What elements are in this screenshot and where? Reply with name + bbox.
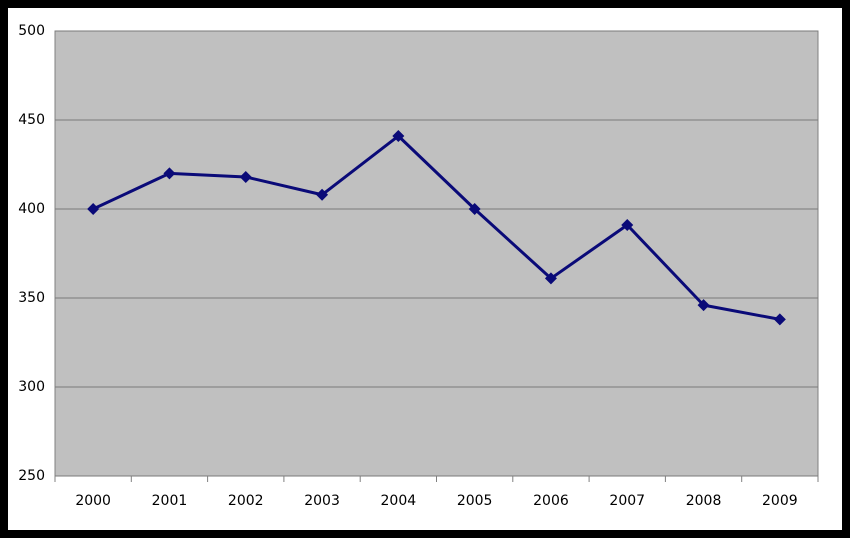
marker [392,130,405,143]
y-tick-label: 250 [18,468,45,484]
x-tick-label: 2005 [457,493,493,509]
line [92,134,781,321]
marker [163,167,176,180]
marker [697,299,710,312]
x-tick-label: 2006 [533,493,569,509]
marker [87,203,100,215]
x-tick-label: 2009 [762,493,798,509]
x-tick-label: 2003 [304,493,340,509]
x-tick-label: 2002 [228,493,264,509]
marker [239,170,252,183]
x-tick-label: 2001 [152,493,188,509]
y-tick-label: 500 [18,23,45,39]
x-tick-label: 2004 [381,493,417,509]
marker [316,188,329,201]
marker [621,219,634,232]
y-tick-label: 450 [18,112,45,128]
y-tick-label: 400 [18,201,45,217]
x-tick-label: 2000 [75,493,111,509]
y-tick-label: 350 [18,290,45,306]
x-tick-label: 2008 [686,493,722,509]
plot-area [54,30,819,477]
x-tick-label: 2007 [609,493,645,509]
y-tick-label: 300 [18,379,45,395]
marker [544,272,557,285]
marker [773,313,786,326]
marker [468,203,481,215]
